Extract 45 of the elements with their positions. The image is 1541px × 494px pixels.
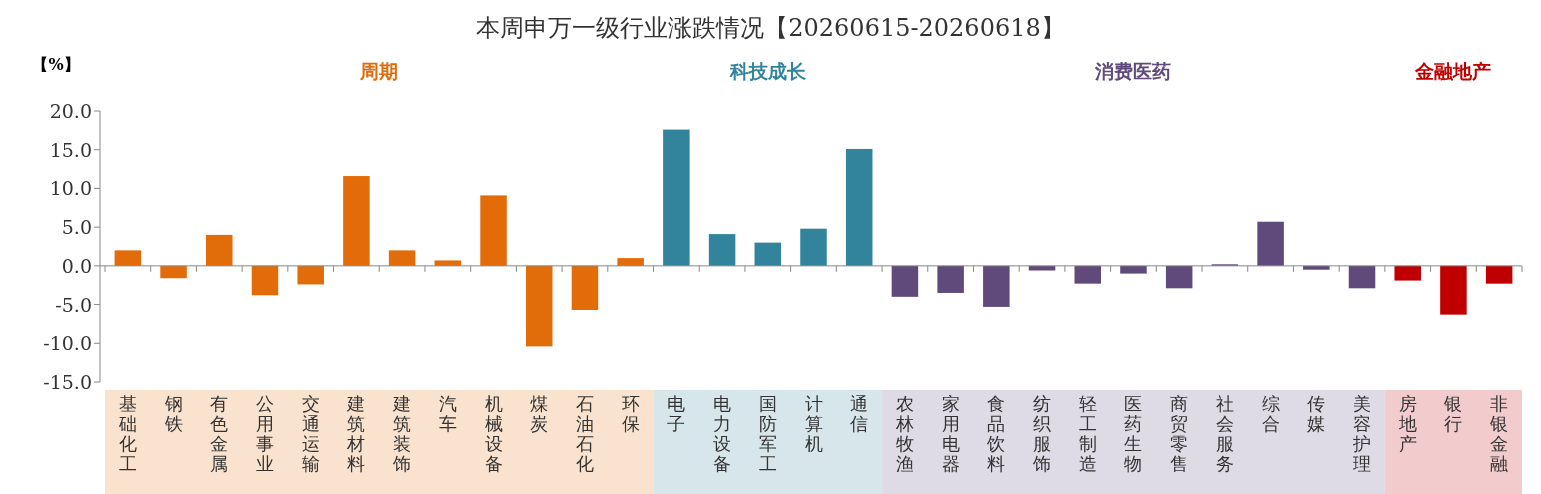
x-tick-label: 家用电器: [941, 393, 960, 474]
x-tick-label: 钢铁: [163, 393, 183, 434]
x-tick-label: 建筑材料: [346, 393, 366, 474]
text: 金融地产: [1414, 60, 1492, 82]
x-tick-label: 环保: [621, 393, 640, 434]
x-tick-label: 非银金融: [1489, 393, 1509, 474]
x-tick-label: 电子: [667, 393, 686, 434]
y-tick-label: -10.0: [43, 332, 92, 355]
x-tick-label: 国防军工: [758, 393, 777, 474]
y-tick-label: 20.0: [49, 100, 92, 122]
y-tick-label: 0.0: [61, 254, 92, 277]
y-tick-label: -15.0: [43, 371, 92, 393]
text: 科技成长: [728, 60, 807, 82]
x-tick-label: 汽车: [438, 393, 457, 434]
x-tick-label: 农林牧渔: [894, 393, 914, 474]
x-tick-label: 石油石化: [575, 393, 594, 474]
x-tick-label: 通信: [850, 393, 869, 434]
x-tick-label: 食品饮料: [986, 393, 1006, 474]
x-tick-label: 美容护理: [1352, 393, 1372, 474]
x-tick-label: 社会服务: [1215, 393, 1234, 474]
x-tick-label: 基础化工: [117, 393, 137, 474]
x-tick-label: 电力设备: [713, 393, 732, 474]
y-tick-label: 10.0: [49, 177, 92, 200]
y-axis-title: 【%】: [32, 55, 80, 74]
x-tick-label: 综合: [1261, 393, 1280, 434]
x-tick-label: 传媒: [1307, 393, 1326, 434]
x-tick-label: 煤炭: [530, 393, 549, 434]
x-tick-label: 建筑装饰: [392, 393, 412, 474]
x-tick-label: 商贸零售: [1170, 393, 1189, 474]
x-tick-label: 公用事业: [255, 393, 274, 474]
x-tick-label: 纺织服饰: [1032, 393, 1052, 474]
x-tick-label: 计算机: [804, 393, 823, 454]
chart-title: 本周申万一级行业涨跌情况【20260615-20260618】: [476, 14, 1065, 42]
y-tick-label: -5.0: [55, 293, 92, 316]
x-tick-label: 医药生物: [1124, 393, 1143, 474]
text: 消费医药: [1094, 60, 1172, 82]
y-tick-label: 15.0: [49, 138, 92, 161]
x-tick-label: 有色金属: [210, 393, 229, 474]
y-tick-label: 5.0: [61, 216, 92, 239]
x-tick-label: 交通运输: [301, 393, 320, 474]
x-tick-label: 银行: [1443, 393, 1463, 434]
text: 周期: [359, 60, 399, 82]
x-tick-label: 轻工制造: [1078, 393, 1097, 474]
x-tick-label: 机械设备: [484, 393, 503, 474]
x-tick-label: 房地产: [1397, 393, 1417, 454]
